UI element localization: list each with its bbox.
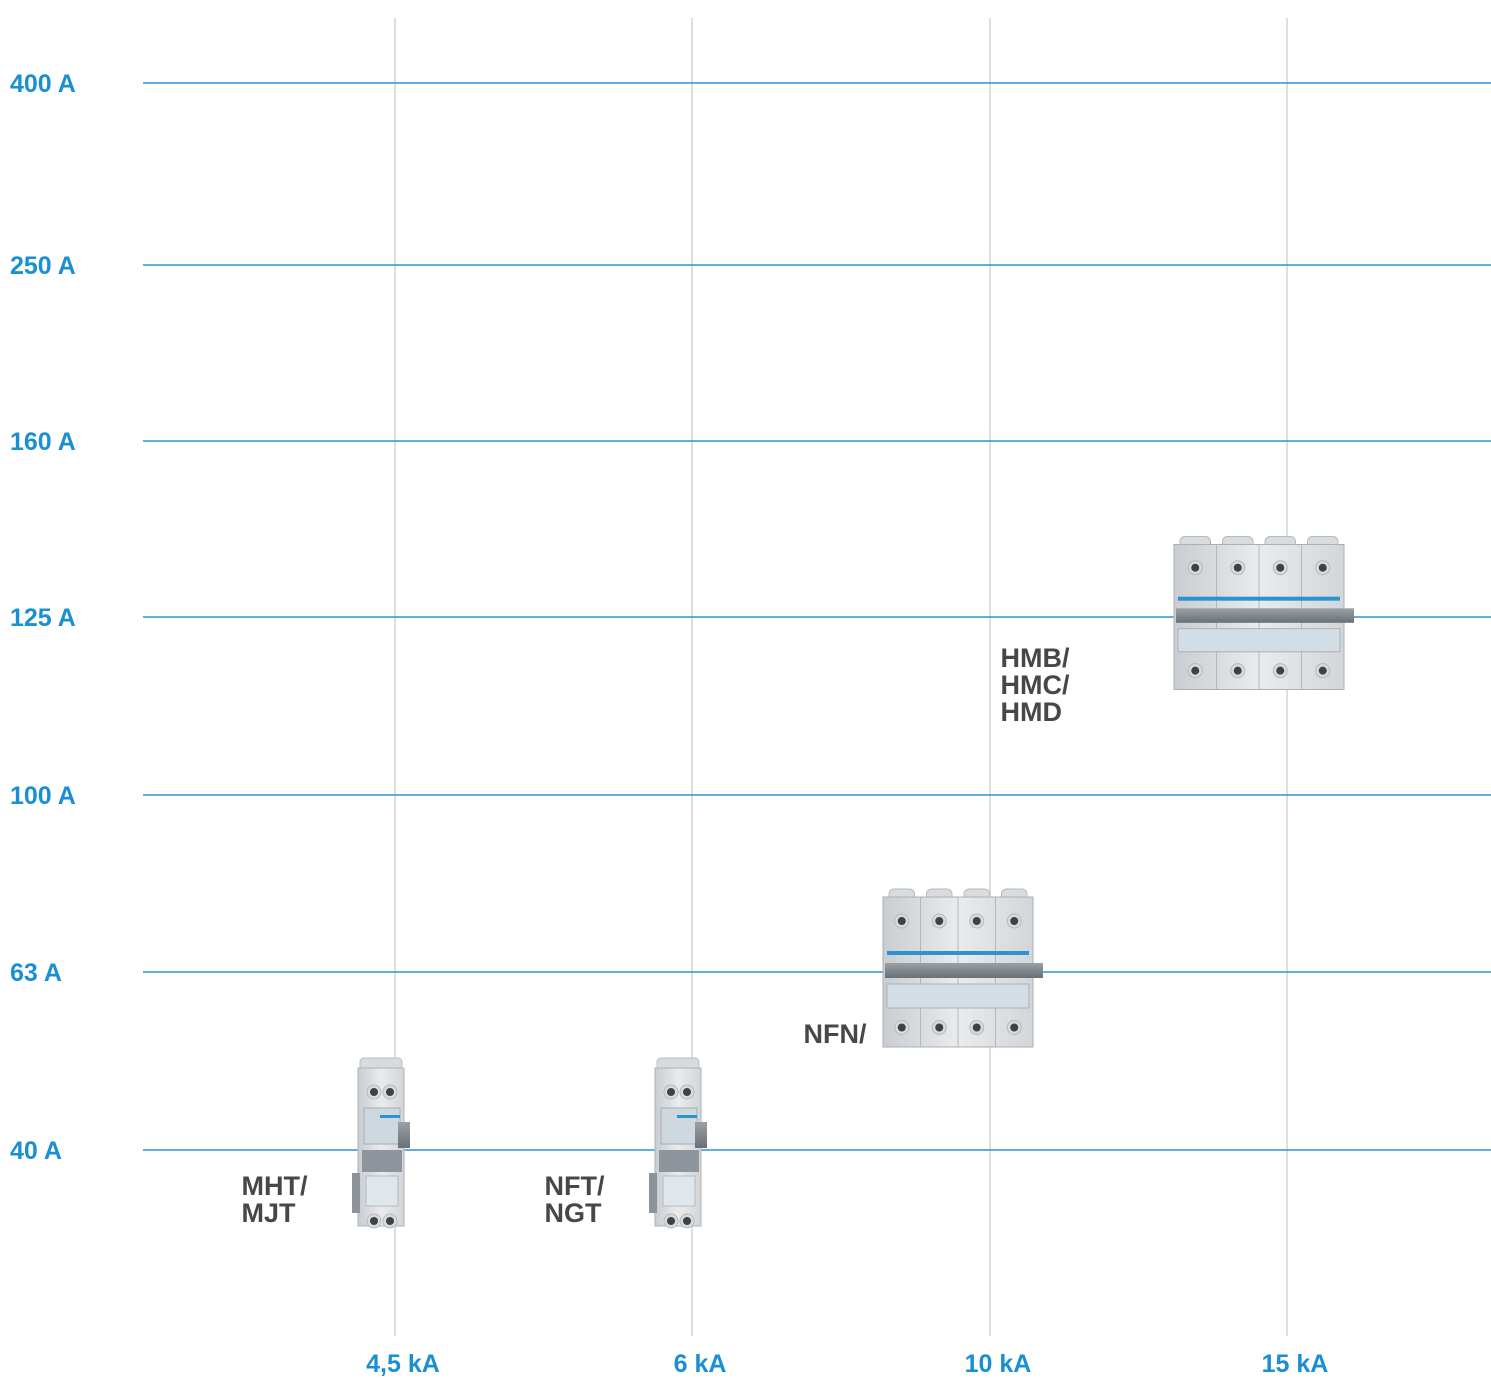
y-tick-label-2: 100 A <box>10 782 76 810</box>
terminal-screw <box>972 1023 981 1032</box>
y-tick-label-6: 400 A <box>10 70 76 98</box>
terminal-screw <box>1010 917 1019 925</box>
label-window <box>363 1107 401 1145</box>
breaker-handle <box>398 1122 410 1148</box>
din-clip <box>352 1173 360 1213</box>
x-axis-labels: 4,5 kA 6 kA 10 kA 15 kA <box>366 1350 1328 1378</box>
terminal-screw <box>1276 666 1285 675</box>
terminal-screw <box>667 1088 675 1096</box>
terminal-screw <box>935 917 944 925</box>
terminal-screw <box>386 1088 394 1096</box>
y-tick-label-0: 40 A <box>10 1137 62 1165</box>
y-tick-label-4: 160 A <box>10 428 76 456</box>
y-tick-label-1: 63 A <box>10 959 62 987</box>
terminal-screw <box>1318 666 1327 675</box>
terminal-screw <box>683 1088 691 1096</box>
product-label-1-0: NFT/ <box>545 1171 605 1201</box>
product-label-3-2: HMD <box>1001 697 1063 727</box>
product-label-2-0: NFN/ <box>804 1019 867 1049</box>
handle-bar <box>1176 608 1354 623</box>
terminal-screw <box>1233 666 1242 675</box>
terminal-screw <box>1276 563 1285 572</box>
y-tick-label-3: 125 A <box>10 604 76 632</box>
terminal-screw <box>897 1023 906 1032</box>
din-clip <box>649 1173 657 1213</box>
vertical-gridlines <box>394 18 1288 1336</box>
device-3 <box>1173 536 1354 690</box>
device-1 <box>649 1057 707 1229</box>
front-panel <box>365 1175 399 1207</box>
terminal-screw <box>1318 563 1327 572</box>
product-label-0-1: MJT <box>242 1198 297 1228</box>
product-label-0-0: MHT/ <box>242 1171 308 1201</box>
front-panel <box>886 983 1030 1009</box>
terminal-screw <box>386 1217 394 1225</box>
brand-strip <box>677 1115 697 1118</box>
terminal-screw <box>972 917 981 925</box>
handle-slot <box>362 1150 402 1172</box>
terminal-screw <box>1191 563 1200 572</box>
x-tick-label-0: 4,5 kA <box>366 1350 440 1378</box>
label-window <box>660 1107 698 1145</box>
terminal-screw <box>1010 1023 1019 1032</box>
front-panel <box>662 1175 696 1207</box>
terminal-screw <box>683 1217 691 1225</box>
y-tick-label-5: 250 A <box>10 252 76 280</box>
x-tick-label-3: 15 kA <box>1262 1350 1329 1378</box>
x-tick-label-2: 10 kA <box>965 1350 1032 1378</box>
device-2 <box>882 888 1043 1048</box>
terminal-screw <box>370 1217 378 1225</box>
terminal-screw <box>935 1023 944 1032</box>
terminal-screw <box>667 1217 675 1225</box>
product-label-3-0: HMB/ <box>1001 643 1070 673</box>
terminal-screw <box>1233 563 1242 572</box>
product-label-3-1: HMC/ <box>1001 670 1070 700</box>
brand-strip <box>1178 596 1340 601</box>
handle-bar <box>885 963 1043 978</box>
front-panel <box>1177 628 1341 653</box>
device-0 <box>352 1057 410 1229</box>
devices <box>352 536 1354 1229</box>
y-axis-labels: 40 A 63 A 100 A 125 A 160 A 250 A 400 A <box>10 70 76 1165</box>
terminal-screw <box>1191 666 1200 675</box>
brand-strip <box>380 1115 400 1118</box>
brand-strip <box>887 951 1029 955</box>
product-labels: MHT/MJT NFT/NGT NFN/HMB/HMC/HMD <box>242 643 1070 1228</box>
handle-slot <box>659 1150 699 1172</box>
product-label-1-1: NGT <box>545 1198 603 1228</box>
terminal-screw <box>370 1088 378 1096</box>
breaker-handle <box>695 1122 707 1148</box>
terminal-screw <box>897 917 906 925</box>
x-tick-label-1: 6 kA <box>674 1350 727 1378</box>
